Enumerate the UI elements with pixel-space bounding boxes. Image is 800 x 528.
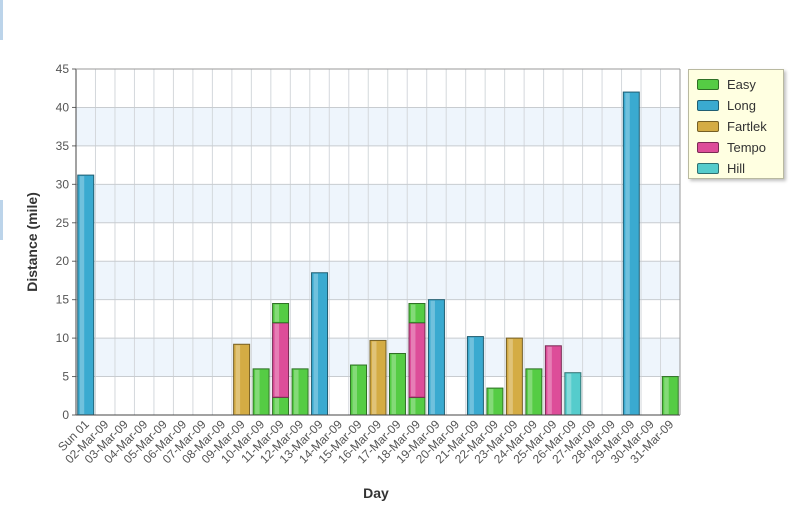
y-tick-label: 15	[56, 293, 70, 307]
x-axis-title: Day	[363, 485, 389, 501]
bar-highlight	[430, 300, 435, 414]
bar-highlight	[566, 373, 572, 414]
grid-band	[76, 261, 680, 300]
legend-item-fartlek[interactable]: Fartlek	[697, 116, 783, 137]
bar-highlight	[527, 369, 533, 414]
y-tick-label: 35	[56, 139, 70, 153]
bar-highlight	[352, 366, 358, 414]
bar-highlight	[391, 354, 396, 414]
bar-highlight	[664, 377, 669, 414]
legend-swatch	[697, 121, 719, 132]
legend-item-hill[interactable]: Hill	[697, 158, 783, 179]
legend-swatch	[697, 100, 719, 111]
bar-highlight	[625, 93, 630, 415]
legend-item-long[interactable]: Long	[697, 95, 783, 116]
grid-band	[76, 184, 680, 223]
y-tick-label: 20	[56, 254, 70, 268]
legend-label: Long	[727, 98, 756, 113]
bar-highlight	[274, 304, 280, 322]
bar-highlight	[469, 337, 474, 414]
bar-highlight	[488, 389, 494, 414]
bar-easy	[408, 303, 426, 324]
bar-highlight	[372, 341, 377, 414]
y-tick-label: 25	[56, 216, 70, 230]
bar-highlight	[274, 323, 280, 397]
legend-label: Fartlek	[727, 119, 767, 134]
legend-item-tempo[interactable]: Tempo	[697, 137, 783, 158]
bar-highlight	[235, 345, 241, 414]
bar-highlight	[274, 398, 280, 414]
y-tick-label: 40	[56, 100, 70, 114]
bar-highlight	[313, 273, 319, 414]
grid-band	[76, 107, 680, 146]
bar-highlight	[255, 369, 260, 414]
legend-swatch	[697, 163, 719, 174]
y-tick-label: 10	[56, 331, 70, 345]
bar-highlight	[508, 339, 513, 414]
bar-highlight	[410, 398, 416, 414]
legend-item-easy[interactable]: Easy	[697, 74, 783, 95]
bar-highlight	[547, 346, 552, 414]
window-edge-mark	[0, 200, 3, 240]
bar-highlight	[410, 304, 416, 322]
bar-highlight	[294, 369, 299, 414]
legend-label: Tempo	[727, 140, 767, 155]
legend-label: Easy	[727, 77, 756, 92]
y-tick-label: 5	[62, 370, 69, 384]
y-tick-label: 0	[62, 408, 69, 422]
y-tick-label: 45	[56, 62, 70, 76]
legend: Easy Long Fartlek Tempo Hill	[688, 69, 784, 179]
bar-highlight	[410, 323, 416, 397]
y-tick-label: 30	[56, 177, 70, 191]
window-edge-mark	[0, 0, 3, 40]
legend-swatch	[697, 79, 719, 90]
bar-easy	[272, 303, 290, 324]
legend-label: Hill	[727, 161, 746, 176]
legend-swatch	[697, 142, 719, 153]
bar-highlight	[79, 176, 85, 414]
y-axis-title: Distance (mile)	[24, 192, 40, 292]
